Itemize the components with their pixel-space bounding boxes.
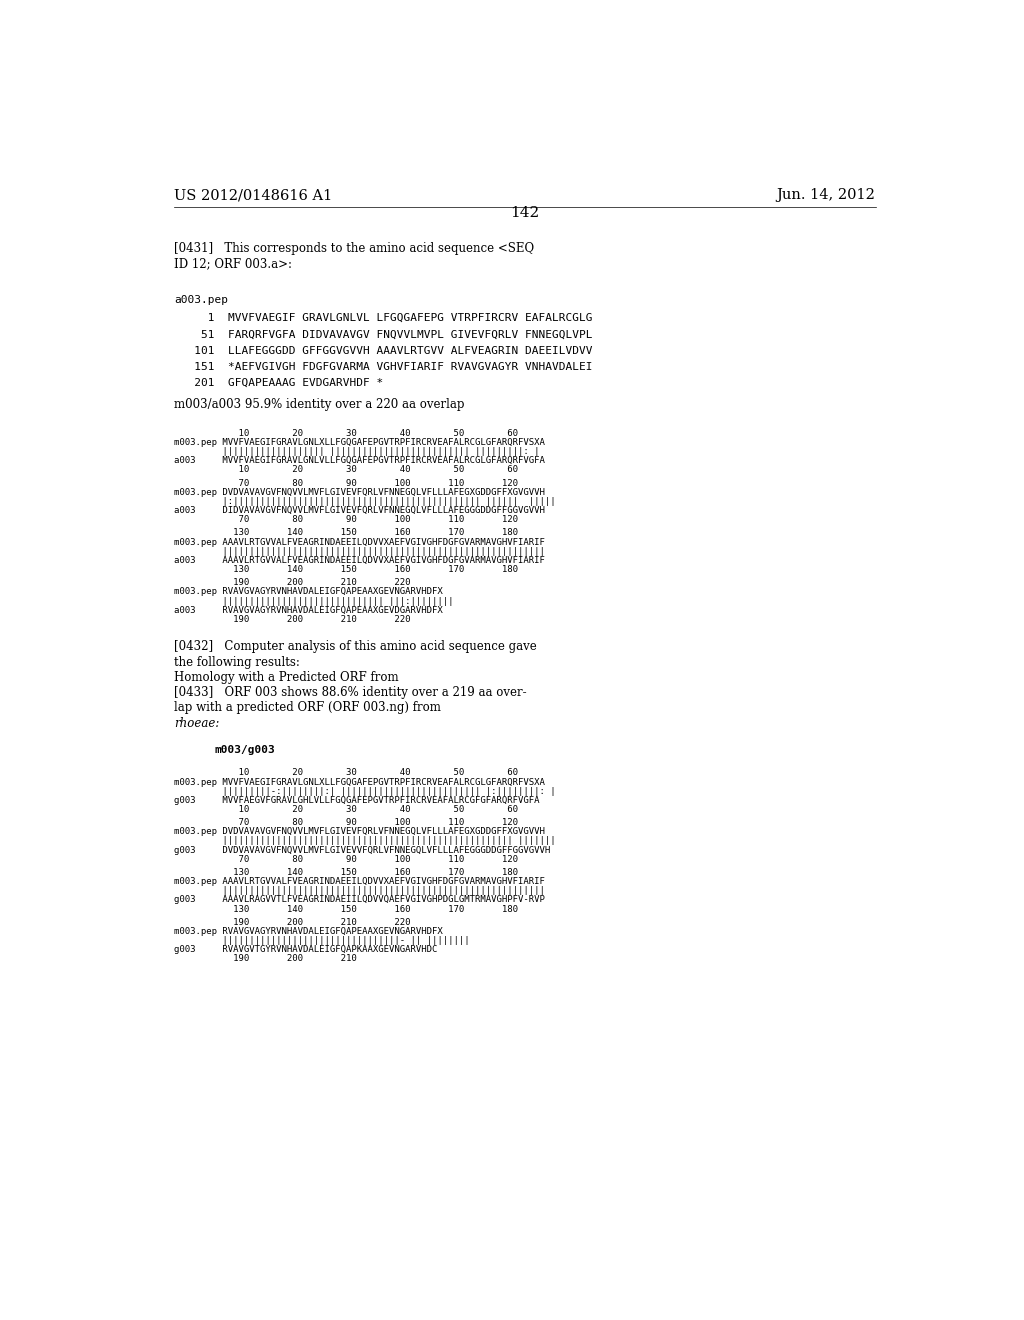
- Text: 10        20        30        40        50        60: 10 20 30 40 50 60: [174, 429, 518, 438]
- Text: a003     AAAVLRTGVVALFVEAGRINDAEEILQDVVXAEFVGIVGHFDGFGVARMAVGHVFIARIF: a003 AAAVLRTGVVALFVEAGRINDAEEILQDVVXAEFV…: [174, 556, 545, 565]
- Text: m003.pep MVVFVAEGIFGRAVLGNLXLLFGQGAFEPGVTRPFIRCRVEAFALRCGLGFARQRFVSXA: m003.pep MVVFVAEGIFGRAVLGNLXLLFGQGAFEPGV…: [174, 777, 545, 787]
- Text: 70        80        90       100       110       120: 70 80 90 100 110 120: [174, 479, 518, 487]
- Text: 10        20        30        40        50        60: 10 20 30 40 50 60: [174, 466, 518, 474]
- Text: [0431]   This corresponds to the amino acid sequence <SEQ: [0431] This corresponds to the amino aci…: [174, 242, 535, 255]
- Text: US 2012/0148616 A1: US 2012/0148616 A1: [174, 187, 332, 202]
- Text: 142: 142: [510, 206, 540, 220]
- Text: 70        80        90       100       110       120: 70 80 90 100 110 120: [174, 855, 518, 863]
- Text: 130       140       150       160       170       180: 130 140 150 160 170 180: [174, 528, 518, 537]
- Text: m003.pep DVDVAVAVGVFNQVVLMVFLGIVEVFQRLVFNNEGQLVFLLLAFEGXGDDGFFXGVGVVH: m003.pep DVDVAVAVGVFNQVVLMVFLGIVEVFQRLVF…: [174, 828, 545, 837]
- Text: 130       140       150       160       170       180: 130 140 150 160 170 180: [174, 565, 518, 574]
- Text: 10        20        30        40        50        60: 10 20 30 40 50 60: [174, 768, 518, 777]
- Text: ||||||||||||||||||||||||||||||||||||||||||||||||||||||||||||: ||||||||||||||||||||||||||||||||||||||||…: [174, 546, 545, 556]
- Text: a003     DIDVAVAVGVFNQVVLMVFLGIVEVFQRLVFNNEGQLVFLLLAFEGGGDDGFFGGVGVVH: a003 DIDVAVAVGVFNQVVLMVFLGIVEVFQRLVFNNEG…: [174, 506, 545, 515]
- Text: 51  FARQRFVGFA DIDVAVAVGV FNQVVLMVPL GIVEVFQRLV FNNEGQLVPL: 51 FARQRFVGFA DIDVAVAVGV FNQVVLMVPL GIVE…: [174, 329, 593, 339]
- Text: 10        20        30        40        50        60: 10 20 30 40 50 60: [174, 805, 518, 814]
- Text: ||||||||||||||||||||||||||||||||||||||||||||||||||||||||||||: ||||||||||||||||||||||||||||||||||||||||…: [174, 886, 545, 895]
- Text: g003     DVDVAVAVGVFNQVVLMVFLGIVEVVFQRLVFNNEGQLVFLLLAFEGGGDDGFFGGVGVVH: g003 DVDVAVAVGVFNQVVLMVFLGIVEVVFQRLVFNNE…: [174, 846, 550, 854]
- Text: 190       200       210       220: 190 200 210 220: [174, 615, 411, 624]
- Text: m003/g003: m003/g003: [214, 744, 275, 755]
- Text: g003     RVAVGVTGYRVNHAVDALEIGFQAPKAAXGEVNGARVHDC: g003 RVAVGVTGYRVNHAVDALEIGFQAPKAAXGEVNGA…: [174, 945, 437, 954]
- Text: 70        80        90       100       110       120: 70 80 90 100 110 120: [174, 818, 518, 828]
- Text: m003.pep MVVFVAEGIFGRAVLGNLXLLFGQGAFEPGVTRPFIRCRVEAFALRCGLGFARQRFVSXA: m003.pep MVVFVAEGIFGRAVLGNLXLLFGQGAFEPGV…: [174, 438, 545, 447]
- Text: [0433]   ORF 003 shows 88.6% identity over a 219 aa over-: [0433] ORF 003 shows 88.6% identity over…: [174, 686, 526, 700]
- Text: 130       140       150       160       170       180: 130 140 150 160 170 180: [174, 869, 518, 876]
- Text: g003     AAAVLRAGVVTLFVEAGRINDAEIILQDVVQAEFVGIVGHPDGLGMTRMAVGHPFV-RVP: g003 AAAVLRAGVVTLFVEAGRINDAEIILQDVVQAEFV…: [174, 895, 545, 904]
- Text: 101  LLAFEGGGDD GFFGGVGVVH AAAVLRTGVV ALFVEAGRIN DAEEILVDVV: 101 LLAFEGGGDD GFFGGVGVVH AAAVLRTGVV ALF…: [174, 346, 593, 355]
- Text: m003.pep RVAVGVAGYRVNHAVDALEIGFQAPEAAXGEVNGARVHDFX: m003.pep RVAVGVAGYRVNHAVDALEIGFQAPEAAXGE…: [174, 927, 442, 936]
- Text: m003.pep RVAVGVAGYRVNHAVDALEIGFQAPEAAXGEVNGARVHDFX: m003.pep RVAVGVAGYRVNHAVDALEIGFQAPEAAXGE…: [174, 587, 442, 597]
- Text: m003.pep AAAVLRTGVVALFVEAGRINDAEEILQDVVXAEFVGIVGHFDGFGVARMAVGHVFIARIF: m003.pep AAAVLRTGVVALFVEAGRINDAEEILQDVVX…: [174, 537, 545, 546]
- Text: |||||||||||||||||||||||||||||| |||:||||||||: |||||||||||||||||||||||||||||| |||:|||||…: [174, 597, 454, 606]
- Text: 190       200       210: 190 200 210: [174, 954, 356, 964]
- Text: ID 12; ORF 003.a>:: ID 12; ORF 003.a>:: [174, 257, 292, 271]
- Text: Homology with a Predicted ORF from: Homology with a Predicted ORF from: [174, 671, 402, 684]
- Text: ||||||||||||||||||| |||||||||||||||||||||||||| |||||||||: |: ||||||||||||||||||| ||||||||||||||||||||…: [174, 447, 540, 457]
- Text: a003     MVVFVAEGIFGRAVLGNLVLLFGQGAFEPGVTRPFIRCRVEAFALRCGLGFARQRFVGFA: a003 MVVFVAEGIFGRAVLGNLVLLFGQGAFEPGVTRPF…: [174, 457, 545, 466]
- Text: [0432]   Computer analysis of this amino acid sequence gave: [0432] Computer analysis of this amino a…: [174, 640, 537, 653]
- Text: lap with a predicted ORF (ORF 003.ng) from: lap with a predicted ORF (ORF 003.ng) fr…: [174, 701, 444, 714]
- Text: 130       140       150       160       170       180: 130 140 150 160 170 180: [174, 904, 518, 913]
- Text: 151  *AEFVGIVGH FDGFGVARMA VGHVFIARIF RVAVGVAGYR VNHAVDALEI: 151 *AEFVGIVGH FDGFGVARMA VGHVFIARIF RVA…: [174, 362, 593, 372]
- Text: a003.pep: a003.pep: [174, 294, 228, 305]
- Text: |||||||||-:||||||||:| |||||||||||||||||||||||||| |:||||||||: |: |||||||||-:||||||||:| ||||||||||||||||||…: [174, 787, 556, 796]
- Text: m003/a003 95.9% identity over a 220 aa overlap: m003/a003 95.9% identity over a 220 aa o…: [174, 399, 465, 412]
- Text: a003     RVAVGVAGYRVNHAVDALEIGFQAPEAAXGEVDGARVHDFX: a003 RVAVGVAGYRVNHAVDALEIGFQAPEAAXGEVDGA…: [174, 606, 442, 615]
- Text: m003.pep DVDVAVAVGVFNQVVLMVFLGIVEVFQRLVFNNEGQLVFLLLAFEGXGDDGFFXGVGVVH: m003.pep DVDVAVAVGVFNQVVLMVFLGIVEVFQRLVF…: [174, 488, 545, 496]
- Text: m003.pep AAAVLRTGVVALFVEAGRINDAEEILQDVVXAEFVGIVGHFDGFGVARMAVGHVFIARIF: m003.pep AAAVLRTGVVALFVEAGRINDAEEILQDVVX…: [174, 876, 545, 886]
- Text: Jun. 14, 2012: Jun. 14, 2012: [776, 187, 876, 202]
- Text: 1  MVVFVAEGIF GRAVLGNLVL LFGQGAFEPG VTRPFIRCRV EAFALRCGLG: 1 MVVFVAEGIF GRAVLGNLVL LFGQGAFEPG VTRPF…: [174, 313, 593, 323]
- Text: |||||||||||||||||||||||||||||||||||||||||||||||||||||| |||||||: ||||||||||||||||||||||||||||||||||||||||…: [174, 837, 556, 845]
- Text: 70        80        90       100       110       120: 70 80 90 100 110 120: [174, 515, 518, 524]
- Text: 190       200       210       220: 190 200 210 220: [174, 917, 411, 927]
- Text: 190       200       210       220: 190 200 210 220: [174, 578, 411, 587]
- Text: |||||||||||||||||||||||||||||||||- || ||||||||: |||||||||||||||||||||||||||||||||- || ||…: [174, 936, 470, 945]
- Text: 201  GFQAPEAAAG EVDGARVHDF *: 201 GFQAPEAAAG EVDGARVHDF *: [174, 378, 383, 388]
- Text: g003     MVVFAEGVFGRAVLGHLVLLFGQGAFEPGVTRPFIRCRVEAFALRCGFGFARQRFVGFA: g003 MVVFAEGVFGRAVLGHLVLLFGQGAFEPGVTRPFI…: [174, 796, 540, 805]
- Text: the following results:: the following results:: [174, 656, 300, 669]
- Text: rhoeae:: rhoeae:: [174, 717, 219, 730]
- Text: |:|||||||||||||||||||||||||||||||||||||||||||||| ||||||  |||||: |:||||||||||||||||||||||||||||||||||||||…: [174, 496, 556, 506]
